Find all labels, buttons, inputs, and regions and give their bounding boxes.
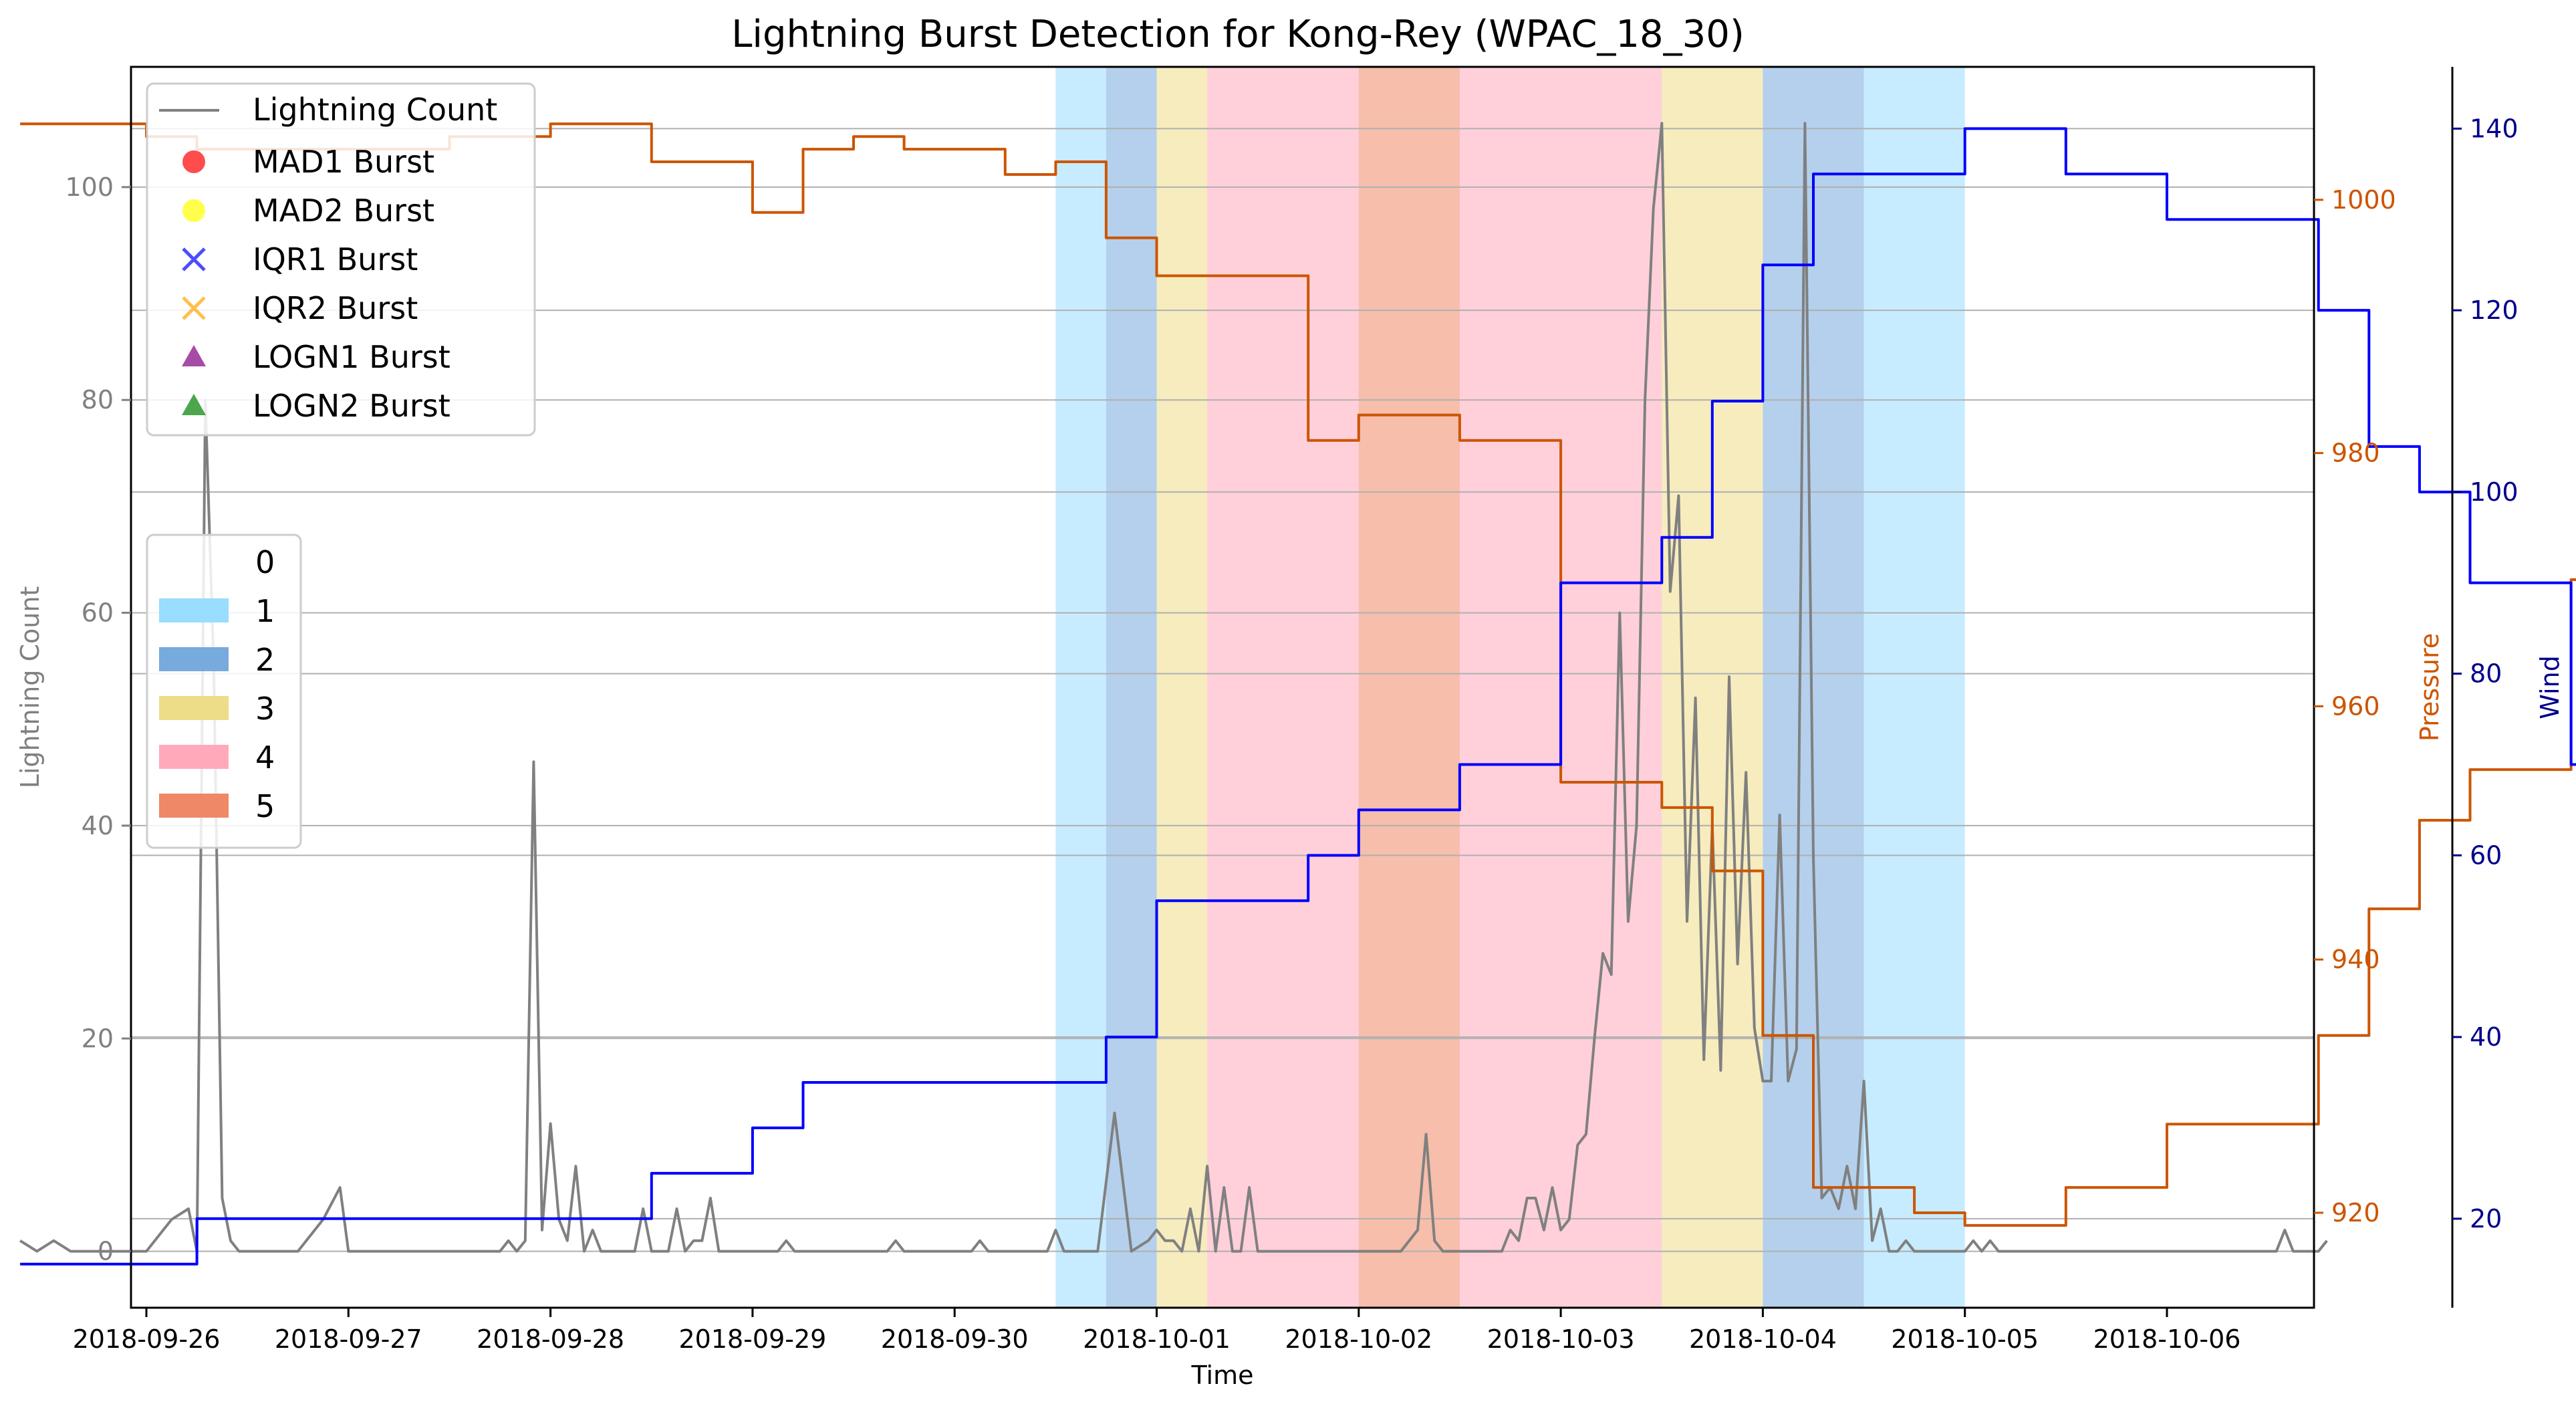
category-span-3: [1662, 67, 1763, 1308]
wind-tick-label: 140: [2470, 114, 2519, 143]
left-axis-label: Lightning Count: [15, 586, 45, 789]
wind-axis-label: Wind: [2535, 655, 2565, 719]
plot-frame: [130, 66, 2315, 1309]
burst-legend: Lightning Count MAD1 Burst MAD2 Burst IQ…: [146, 82, 536, 437]
legend-category-1: 1: [255, 593, 275, 629]
category-spans: [1055, 67, 1965, 1308]
x-tick-label: 2018-10-04: [1689, 1324, 1837, 1354]
pressure-tick-label: 980: [2331, 439, 2380, 468]
category-span-3: [1156, 67, 1208, 1308]
wind-tick-label: 40: [2470, 1022, 2502, 1052]
legend-logn1-marker: [182, 345, 206, 366]
category-span-5: [1358, 67, 1460, 1308]
legend-label-logn1: LOGN1 Burst: [253, 339, 450, 375]
x-axis-label: Time: [1191, 1361, 1254, 1390]
wind-tick-label: 20: [2470, 1204, 2502, 1234]
legend-swatch-category-5: [159, 794, 229, 818]
legend-mad2-marker: [182, 199, 205, 222]
category-span-1: [1863, 67, 1965, 1308]
legend-category-5: 5: [255, 788, 275, 824]
legend-logn2-marker: [182, 394, 206, 415]
left-tick-label: 100: [65, 172, 114, 202]
legend-label-iqr1: IQR1 Burst: [253, 241, 418, 277]
legend-label-mad1: MAD1 Burst: [253, 144, 434, 180]
legend-iqr2-marker: [182, 296, 206, 320]
x-tick-label: 2018-10-02: [1285, 1324, 1432, 1354]
x-tick-label: 2018-10-01: [1083, 1324, 1231, 1354]
legend-label-lightning: Lightning Count: [253, 92, 497, 128]
chart-title: Lightning Burst Detection for Kong-Rey (…: [731, 13, 1745, 56]
legend-label-iqr2: IQR2 Burst: [253, 290, 418, 326]
legend-category-0: 0: [255, 544, 275, 580]
legend-swatch-category-4: [159, 745, 229, 769]
x-tick-label: 2018-09-28: [477, 1324, 624, 1354]
pressure-tick-label: 940: [2331, 945, 2380, 974]
legend-iqr1-marker: [182, 247, 206, 271]
legend-swatch-category-2: [159, 647, 229, 671]
left-tick-label: 60: [82, 598, 114, 628]
wind-tick-label: 80: [2470, 659, 2502, 689]
series-wind: [20, 127, 2576, 1266]
legend-category-2: 2: [255, 642, 275, 678]
x-tick-label: 2018-09-26: [73, 1324, 221, 1354]
left-tick-label: 0: [98, 1237, 114, 1266]
category-span-4: [1207, 67, 1359, 1308]
category-legend: 0 1 2 3 4 5: [146, 534, 302, 849]
x-tick-label: 2018-09-27: [275, 1324, 422, 1354]
burst-legend-box: [146, 82, 536, 437]
category-span-1: [1055, 67, 1106, 1308]
legend-category-4: 4: [255, 739, 275, 776]
left-tick-label: 40: [82, 811, 114, 840]
legend-swatch-category-3: [159, 696, 229, 720]
x-tick-label: 2018-09-29: [678, 1324, 826, 1354]
x-tick-label: 2018-10-03: [1487, 1324, 1635, 1354]
left-tick-label: 80: [82, 385, 114, 415]
wind-tick-label: 100: [2470, 477, 2519, 507]
pressure-tick-label: 960: [2331, 691, 2380, 721]
wind-tick-label: 120: [2470, 296, 2519, 325]
pressure-tick-label: 920: [2331, 1198, 2380, 1227]
wind-tick-label: 60: [2470, 840, 2502, 870]
pressure-tick-label: 1000: [2331, 185, 2396, 215]
pressure-axis-label: Pressure: [2415, 633, 2444, 741]
x-tick-label: 2018-10-05: [1891, 1324, 2039, 1354]
left-tick-label: 20: [82, 1024, 114, 1053]
legend-label-logn2: LOGN2 Burst: [253, 388, 450, 424]
legend-swatch-category-1: [159, 598, 229, 622]
series-lines: [19, 122, 2576, 1266]
legend-category-3: 3: [255, 691, 275, 727]
series-lightning-count: [19, 122, 2328, 1253]
axes: 2018-09-26 2018-09-27 2018-09-28 2018-09-29…: [65, 114, 2518, 1354]
category-span-2: [1106, 67, 1157, 1308]
x-tick-label: 2018-09-30: [881, 1324, 1029, 1354]
x-tick-label: 2018-10-06: [2093, 1324, 2241, 1354]
legend-label-mad2: MAD2 Burst: [253, 193, 434, 229]
legend-mad1-marker: [182, 150, 205, 173]
